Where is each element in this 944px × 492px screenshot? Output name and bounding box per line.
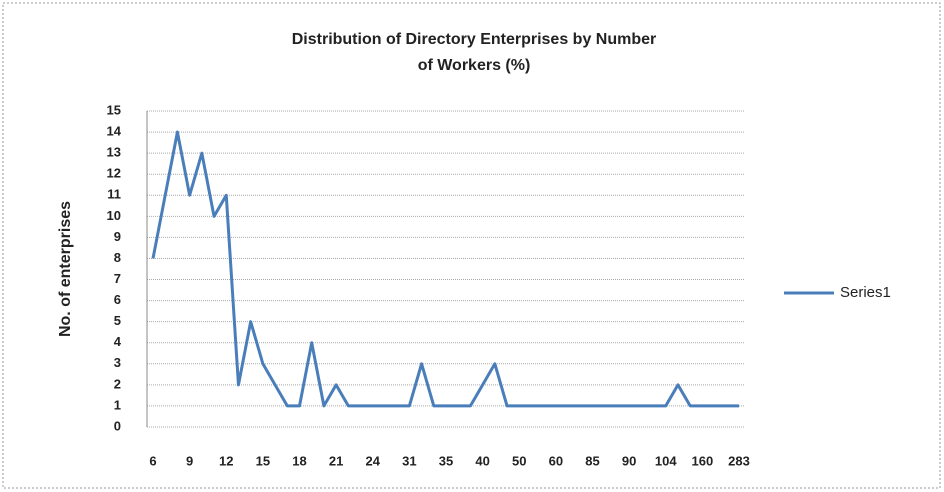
y-tick-label: 8 <box>114 250 121 265</box>
x-tick-label: 9 <box>186 453 193 468</box>
y-tick-label: 3 <box>114 355 121 370</box>
x-tick-label: 283 <box>728 453 750 468</box>
x-tick-label: 24 <box>366 453 381 468</box>
y-tick-label: 1 <box>114 397 121 412</box>
x-tick-label: 104 <box>655 453 677 468</box>
y-tick-label: 2 <box>114 376 121 391</box>
line <box>151 130 739 408</box>
y-tick-label: 0 <box>114 418 121 433</box>
y-axis-label: No. of enterprises <box>57 201 74 337</box>
x-tick-label: 60 <box>549 453 563 468</box>
legend-label: Series1 <box>840 284 891 301</box>
y-tick-label: 15 <box>107 102 121 117</box>
y-tick-label: 4 <box>114 334 122 349</box>
x-tick-label: 160 <box>692 453 714 468</box>
x-tick-label: 35 <box>439 453 453 468</box>
y-tick-label: 9 <box>114 229 121 244</box>
x-tick-label: 12 <box>219 453 233 468</box>
y-tick-label: 7 <box>114 271 121 286</box>
y-tick-label: 14 <box>107 124 122 139</box>
x-tick-label: 85 <box>585 453 599 468</box>
chart-title: Distribution of Directory Enterprises by… <box>292 31 657 74</box>
x-tick-label: 18 <box>292 453 306 468</box>
x-tick-label: 90 <box>622 453 636 468</box>
y-tick-label: 10 <box>107 208 121 223</box>
x-tick-label: 50 <box>512 453 526 468</box>
x-tick-label: 31 <box>402 453 416 468</box>
y-tick-label: 13 <box>107 145 121 160</box>
y-tick-label: 12 <box>107 166 121 181</box>
y-tick-label: 5 <box>114 313 121 328</box>
y-tick-label: 6 <box>114 292 121 307</box>
x-tick-label: 21 <box>329 453 343 468</box>
x-tick-label: 6 <box>149 453 156 468</box>
x-tick-label: 40 <box>475 453 489 468</box>
y-tick-label: 11 <box>107 187 121 202</box>
x-tick-label: 15 <box>256 453 270 468</box>
